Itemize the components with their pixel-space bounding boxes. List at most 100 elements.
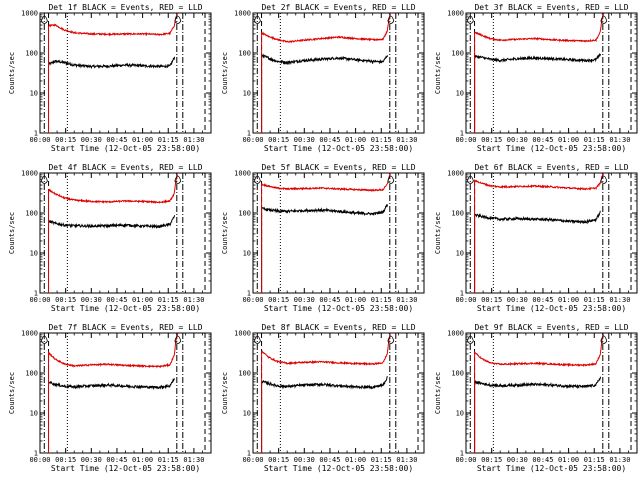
- y-tick-label: 1000: [447, 330, 464, 338]
- x-tick-label: 01:15: [371, 136, 392, 144]
- saturation-marker: [387, 335, 395, 344]
- panel-title: Det 3f BLACK = Events, RED = LLD: [474, 3, 628, 12]
- y-tick-label: 1: [460, 450, 464, 458]
- y-tick-label: 1000: [21, 170, 38, 178]
- x-axis-label: Start Time (12-Oct-05 23:58:00): [477, 144, 626, 153]
- y-tick-label: 1: [460, 290, 464, 298]
- y-tick-label: 1: [34, 130, 38, 138]
- panel-4: Det 4f BLACK = Events, RED = LLD 1 10 100 10…: [8, 163, 212, 313]
- events-series-line: [474, 210, 601, 293]
- x-tick-label: 01:15: [584, 136, 605, 144]
- x-tick-label: 01:15: [371, 296, 392, 304]
- y-tick-label: 100: [25, 370, 38, 378]
- y-tick-label: 10: [243, 250, 251, 258]
- panel-title: Det 8f BLACK = Events, RED = LLD: [261, 323, 415, 332]
- y-axis-label: Counts/sec: [434, 52, 442, 94]
- x-axis-label: Start Time (12-Oct-05 23:58:00): [264, 144, 413, 153]
- x-tick-label: 01:30: [396, 296, 417, 304]
- x-tick-label: 00:00: [242, 296, 263, 304]
- x-tick-label: 00:15: [268, 296, 289, 304]
- x-tick-label: 01:30: [609, 136, 630, 144]
- y-axis-label: Counts/sec: [221, 52, 229, 94]
- x-tick-label: 01:00: [558, 296, 579, 304]
- panel-title: Det 1f BLACK = Events, RED = LLD: [48, 3, 202, 12]
- lld-series-line: [48, 333, 179, 453]
- y-tick-label: 1000: [447, 170, 464, 178]
- y-tick-label: 1000: [21, 330, 38, 338]
- x-tick-label: 00:15: [268, 136, 289, 144]
- y-tick-label: 100: [25, 50, 38, 58]
- panel-1: Det 1f BLACK = Events, RED = LLD 1 10 100 10…: [8, 3, 212, 153]
- saturation-marker: [467, 15, 474, 24]
- x-tick-label: 00:30: [81, 296, 102, 304]
- x-axis-label: Start Time (12-Oct-05 23:58:00): [264, 304, 413, 313]
- x-axis-label: Start Time (12-Oct-05 23:58:00): [51, 144, 200, 153]
- x-axis-label: Start Time (12-Oct-05 23:58:00): [51, 304, 200, 313]
- y-tick-label: 10: [456, 410, 464, 418]
- y-tick-label: 1: [247, 130, 251, 138]
- events-series-line: [48, 215, 176, 293]
- x-tick-label: 01:30: [183, 456, 204, 464]
- x-tick-label: 00:15: [268, 456, 289, 464]
- saturation-marker: [174, 175, 182, 184]
- events-series-line: [474, 376, 602, 453]
- y-tick-label: 1: [34, 290, 38, 298]
- lld-series-line: [261, 334, 391, 453]
- y-tick-label: 1: [460, 130, 464, 138]
- x-tick-label: 00:00: [29, 136, 50, 144]
- x-tick-label: 00:00: [455, 456, 476, 464]
- x-tick-label: 01:15: [584, 456, 605, 464]
- saturation-marker: [467, 175, 474, 184]
- x-tick-label: 00:00: [242, 456, 263, 464]
- events-series-line: [261, 53, 389, 133]
- y-tick-label: 10: [30, 410, 38, 418]
- x-tick-label: 00:00: [29, 296, 50, 304]
- panel-9: Det 9f BLACK = Events, RED = LLD 1 10 100 10…: [434, 323, 638, 473]
- saturation-marker: [174, 15, 182, 24]
- y-tick-label: 1000: [447, 10, 464, 18]
- panel-title: Det 6f BLACK = Events, RED = LLD: [474, 163, 628, 172]
- saturation-marker: [467, 335, 474, 344]
- x-tick-label: 01:00: [558, 456, 579, 464]
- y-tick-label: 10: [243, 410, 251, 418]
- panel-8: Det 8f BLACK = Events, RED = LLD 1 10 100 10…: [221, 323, 425, 473]
- x-tick-label: 00:45: [319, 456, 340, 464]
- x-tick-label: 01:00: [132, 136, 153, 144]
- y-tick-label: 1000: [21, 10, 38, 18]
- y-tick-label: 1000: [234, 10, 251, 18]
- x-tick-label: 00:45: [532, 296, 553, 304]
- x-tick-label: 00:15: [481, 296, 502, 304]
- y-axis-label: Counts/sec: [221, 372, 229, 414]
- plot-frame: [252, 12, 425, 134]
- y-tick-label: 100: [25, 210, 38, 218]
- lld-series-line: [48, 13, 178, 133]
- x-tick-label: 01:15: [158, 456, 179, 464]
- x-tick-label: 00:30: [81, 136, 102, 144]
- plot-frame: [252, 332, 425, 454]
- y-tick-label: 100: [451, 50, 464, 58]
- x-axis-label: Start Time (12-Oct-05 23:58:00): [477, 464, 626, 473]
- x-tick-label: 01:00: [345, 136, 366, 144]
- x-tick-label: 01:00: [558, 136, 579, 144]
- events-series-line: [474, 52, 602, 133]
- panel-2: Det 2f BLACK = Events, RED = LLD 1 10 100 10…: [221, 3, 425, 153]
- y-axis-label: Counts/sec: [8, 372, 16, 414]
- events-series-line: [261, 204, 389, 293]
- y-tick-label: 100: [238, 210, 251, 218]
- x-tick-label: 00:30: [294, 456, 315, 464]
- y-tick-label: 100: [451, 370, 464, 378]
- saturation-marker: [174, 335, 182, 344]
- x-tick-label: 01:30: [396, 136, 417, 144]
- y-tick-label: 1000: [234, 170, 251, 178]
- x-tick-label: 00:45: [319, 136, 340, 144]
- saturation-marker: [254, 15, 261, 24]
- x-tick-label: 00:30: [294, 136, 315, 144]
- plot-frame: [39, 172, 212, 294]
- plot-frame: [465, 172, 638, 294]
- x-tick-label: 00:00: [29, 456, 50, 464]
- x-tick-label: 00:15: [55, 296, 76, 304]
- y-tick-label: 100: [451, 210, 464, 218]
- x-tick-label: 01:30: [183, 136, 204, 144]
- events-series-line: [48, 377, 176, 453]
- saturation-marker: [254, 335, 261, 344]
